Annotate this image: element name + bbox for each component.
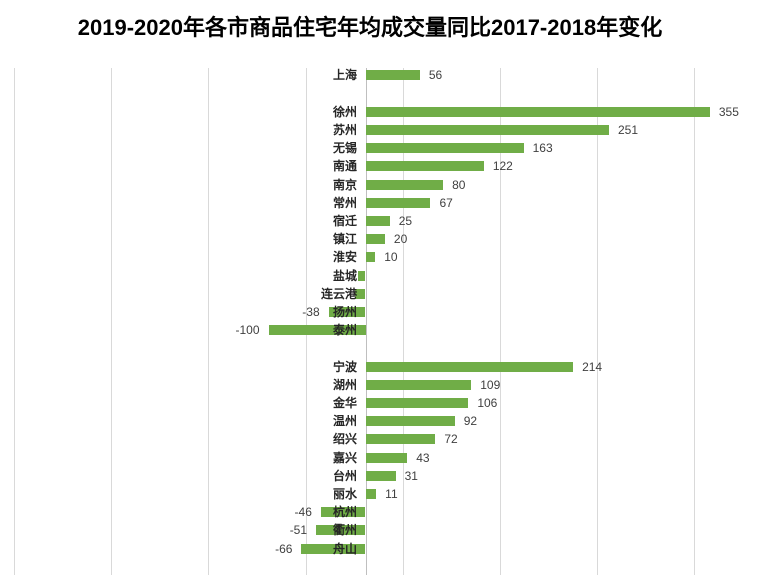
category-label: 南通	[332, 159, 357, 174]
bar	[365, 143, 524, 154]
category-label: 温州	[332, 414, 357, 429]
bar	[365, 398, 469, 408]
gridline	[403, 68, 404, 575]
value-label: 80	[452, 177, 466, 192]
gridline	[111, 68, 112, 575]
category-label: 绍兴	[332, 432, 357, 447]
category-label: 丽水	[332, 487, 357, 501]
bar	[316, 525, 366, 536]
category-label: 舟山	[332, 541, 357, 556]
category-label: 常州	[332, 195, 357, 210]
bar	[365, 470, 396, 481]
value-label: 163	[532, 141, 553, 156]
bar	[365, 197, 431, 208]
bar	[301, 543, 366, 554]
bar	[365, 70, 420, 81]
axis-line	[365, 68, 367, 575]
category-label: 湖州	[332, 377, 357, 392]
category-label: 上海	[332, 68, 357, 83]
category-label: 衢州	[332, 523, 357, 538]
value-label: -51	[289, 523, 308, 538]
bar	[354, 288, 366, 299]
category-label: 盐城	[332, 268, 357, 283]
bar	[320, 507, 366, 518]
value-label: 25	[398, 214, 413, 228]
value-label: 122	[492, 159, 513, 174]
category-label: 台州	[332, 468, 357, 483]
bar	[365, 434, 436, 445]
bar	[365, 252, 376, 263]
value-label: 67	[439, 195, 453, 210]
gridline	[500, 68, 501, 575]
chart-title: 2019-2020年各市商品住宅年均成交量同比2017-2018年变化	[77, 15, 663, 40]
bar	[357, 270, 366, 281]
gridline	[597, 68, 598, 575]
value-label: -46	[294, 505, 312, 520]
bar	[365, 179, 444, 190]
gridline	[208, 68, 209, 575]
value-label: 56	[428, 68, 443, 83]
value-label: 92	[463, 414, 478, 429]
bar	[365, 489, 377, 499]
bar	[365, 361, 574, 372]
value-label: 106	[477, 396, 498, 410]
value-label: -100	[235, 323, 260, 338]
bar	[365, 161, 484, 172]
value-label: 355	[718, 104, 739, 119]
value-label: 31	[404, 468, 418, 483]
category-label: 宁波	[332, 359, 357, 374]
value-label: 214	[582, 359, 603, 374]
category-label: 苏州	[332, 123, 357, 137]
value-label: 20	[393, 232, 408, 247]
category-label: 嘉兴	[332, 450, 357, 465]
bar	[365, 379, 472, 390]
category-label: 杭州	[332, 505, 357, 520]
value-label: 109	[480, 377, 501, 392]
value-label: 43	[416, 450, 430, 465]
category-label: 淮安	[332, 250, 357, 265]
bar	[268, 325, 366, 336]
category-label: 宿迁	[332, 214, 357, 228]
bar	[365, 125, 609, 135]
bar	[365, 416, 455, 427]
value-label: -38	[302, 305, 320, 319]
value-label: 72	[444, 432, 458, 447]
value-label: 251	[617, 123, 638, 137]
value-label: 11	[385, 487, 398, 501]
bar	[365, 106, 710, 117]
bar	[365, 216, 390, 226]
category-label: 镇江	[332, 232, 357, 247]
category-label: 徐州	[332, 104, 357, 119]
category-label: 扬州	[332, 305, 357, 319]
bar	[365, 452, 408, 463]
category-label: 连云港	[320, 286, 357, 301]
category-label: 泰州	[332, 323, 357, 338]
value-label: -66	[275, 541, 293, 556]
gridline	[694, 68, 695, 575]
category-label: 无锡	[332, 141, 357, 156]
bar	[328, 307, 366, 317]
bar	[365, 234, 385, 245]
category-label: 金华	[332, 396, 357, 410]
gridline	[306, 68, 307, 575]
value-label: 10	[384, 250, 398, 265]
gridline	[14, 68, 15, 575]
category-label: 南京	[332, 177, 357, 192]
